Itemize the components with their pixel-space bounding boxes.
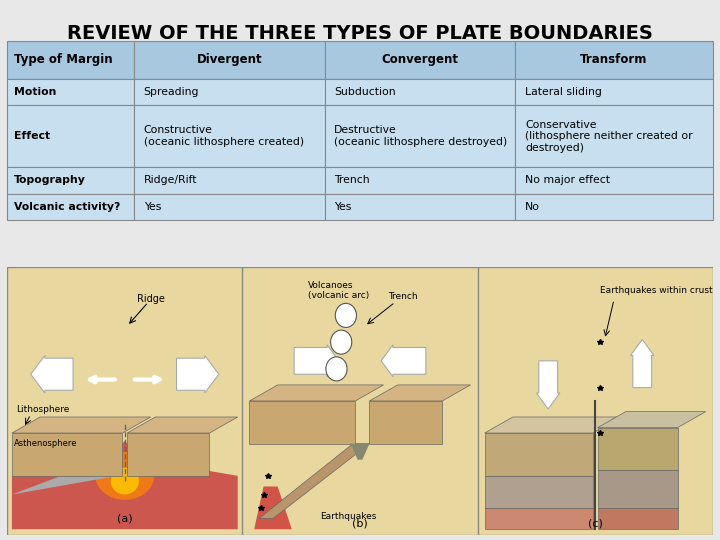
FancyBboxPatch shape — [516, 40, 713, 79]
Text: Convergent: Convergent — [382, 53, 459, 66]
FancyArrow shape — [294, 345, 339, 377]
FancyBboxPatch shape — [134, 79, 325, 105]
Text: Trench: Trench — [388, 292, 418, 301]
Text: Destructive
(oceanic lithosphere destroyed): Destructive (oceanic lithosphere destroy… — [334, 125, 508, 147]
FancyBboxPatch shape — [7, 167, 134, 193]
Polygon shape — [12, 433, 122, 476]
FancyBboxPatch shape — [516, 167, 713, 193]
Text: Ridge: Ridge — [137, 294, 164, 305]
Text: Ridge/Rift: Ridge/Rift — [144, 176, 197, 185]
Text: Conservative
(lithosphere neither created or
destroyed): Conservative (lithosphere neither create… — [525, 119, 693, 153]
Text: Spreading: Spreading — [144, 87, 199, 97]
Text: Lithosphere: Lithosphere — [17, 404, 70, 414]
Text: Transform: Transform — [580, 53, 648, 66]
Text: REVIEW OF THE THREE TYPES OF PLATE BOUNDARIES: REVIEW OF THE THREE TYPES OF PLATE BOUND… — [67, 24, 653, 43]
Polygon shape — [351, 444, 369, 460]
Text: (b): (b) — [352, 518, 368, 529]
Text: Divergent: Divergent — [197, 53, 262, 66]
FancyBboxPatch shape — [7, 105, 134, 167]
Text: Asthenosphere: Asthenosphere — [14, 440, 78, 448]
Ellipse shape — [111, 468, 139, 495]
Text: Volcanoes
(volcanic arc): Volcanoes (volcanic arc) — [308, 281, 369, 300]
Circle shape — [326, 357, 347, 381]
FancyBboxPatch shape — [7, 193, 134, 220]
Polygon shape — [598, 508, 678, 529]
Polygon shape — [249, 385, 384, 401]
FancyBboxPatch shape — [134, 193, 325, 220]
Text: Volcanic activity?: Volcanic activity? — [14, 202, 120, 212]
Ellipse shape — [95, 452, 154, 500]
Polygon shape — [12, 417, 150, 433]
FancyBboxPatch shape — [325, 193, 516, 220]
Text: Type of Margin: Type of Margin — [14, 53, 112, 66]
Text: Earthquakes within crust: Earthquakes within crust — [600, 286, 713, 295]
Polygon shape — [369, 385, 471, 401]
FancyArrow shape — [381, 345, 426, 377]
Text: No major effect: No major effect — [525, 176, 610, 185]
FancyBboxPatch shape — [516, 105, 713, 167]
Polygon shape — [259, 444, 369, 518]
Polygon shape — [485, 476, 593, 508]
Text: Topography: Topography — [14, 176, 86, 185]
Text: (c): (c) — [588, 518, 603, 529]
FancyBboxPatch shape — [325, 105, 516, 167]
Polygon shape — [12, 441, 238, 529]
Text: Constructive
(oceanic lithosphere created): Constructive (oceanic lithosphere create… — [144, 125, 304, 147]
FancyBboxPatch shape — [325, 167, 516, 193]
FancyBboxPatch shape — [134, 167, 325, 193]
Text: Lateral sliding: Lateral sliding — [525, 87, 602, 97]
FancyBboxPatch shape — [325, 79, 516, 105]
Text: Motion: Motion — [14, 87, 56, 97]
FancyBboxPatch shape — [134, 40, 325, 79]
FancyBboxPatch shape — [516, 79, 713, 105]
Polygon shape — [485, 417, 621, 433]
Polygon shape — [127, 433, 210, 476]
Polygon shape — [598, 470, 678, 508]
FancyBboxPatch shape — [516, 193, 713, 220]
Text: Trench: Trench — [334, 176, 370, 185]
Polygon shape — [598, 411, 706, 428]
Circle shape — [336, 303, 356, 327]
Polygon shape — [598, 428, 678, 470]
FancyArrow shape — [536, 361, 560, 409]
Text: (a): (a) — [117, 514, 132, 524]
FancyBboxPatch shape — [7, 79, 134, 105]
Text: Subduction: Subduction — [334, 87, 396, 97]
FancyArrow shape — [31, 355, 73, 393]
Text: Earthquakes: Earthquakes — [320, 511, 377, 521]
Text: Yes: Yes — [334, 202, 351, 212]
Circle shape — [330, 330, 352, 354]
Polygon shape — [127, 417, 238, 433]
FancyArrow shape — [176, 355, 219, 393]
FancyArrow shape — [631, 340, 654, 388]
Text: Yes: Yes — [144, 202, 161, 212]
Text: Effect: Effect — [14, 131, 50, 141]
Polygon shape — [254, 487, 292, 529]
Polygon shape — [485, 433, 593, 476]
Text: No: No — [525, 202, 540, 212]
FancyBboxPatch shape — [7, 40, 134, 79]
Polygon shape — [369, 401, 442, 444]
Polygon shape — [12, 455, 118, 495]
FancyBboxPatch shape — [7, 267, 713, 535]
Polygon shape — [249, 401, 355, 444]
Polygon shape — [485, 508, 593, 529]
FancyBboxPatch shape — [134, 105, 325, 167]
FancyBboxPatch shape — [325, 40, 516, 79]
